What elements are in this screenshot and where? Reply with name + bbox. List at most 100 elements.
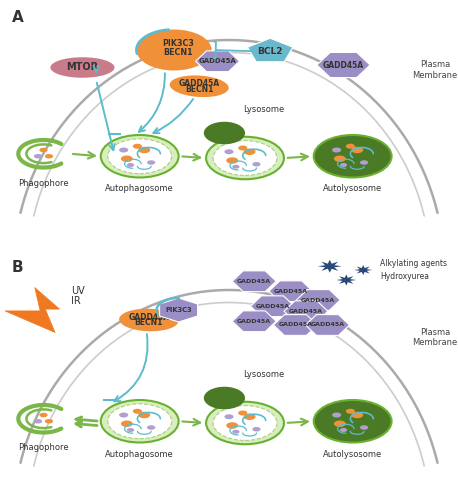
Text: GADD45A: GADD45A — [311, 322, 344, 328]
Text: GADD45A: GADD45A — [323, 60, 364, 70]
Circle shape — [147, 425, 155, 430]
Circle shape — [121, 420, 133, 427]
Circle shape — [133, 144, 142, 149]
Circle shape — [238, 146, 247, 150]
Circle shape — [136, 30, 212, 70]
Text: BECN1: BECN1 — [185, 84, 213, 94]
Text: Autophagosome: Autophagosome — [105, 184, 174, 193]
Circle shape — [133, 409, 142, 414]
Polygon shape — [269, 281, 313, 301]
Text: Autolysosome: Autolysosome — [323, 184, 382, 193]
Polygon shape — [317, 52, 370, 78]
Circle shape — [226, 422, 238, 428]
Text: GADD45A: GADD45A — [278, 322, 312, 328]
Circle shape — [334, 156, 346, 162]
Circle shape — [206, 402, 284, 444]
Text: Lysosome: Lysosome — [243, 370, 284, 379]
Text: PIK3C3: PIK3C3 — [165, 307, 192, 313]
Text: GADD45A: GADD45A — [289, 308, 323, 314]
Circle shape — [147, 160, 155, 165]
Text: Plasma
Membrane: Plasma Membrane — [413, 328, 458, 347]
Text: BECN1: BECN1 — [163, 48, 192, 57]
Circle shape — [340, 163, 347, 167]
Circle shape — [39, 148, 48, 152]
Circle shape — [360, 425, 368, 430]
Text: BECN1: BECN1 — [135, 318, 163, 327]
Circle shape — [244, 414, 256, 420]
Circle shape — [119, 148, 128, 152]
Text: PIK3C3: PIK3C3 — [162, 38, 194, 48]
Circle shape — [340, 428, 347, 432]
Circle shape — [351, 147, 363, 153]
Text: GADD45A: GADD45A — [237, 319, 271, 324]
Text: GADD45A: GADD45A — [179, 79, 220, 88]
Circle shape — [314, 400, 392, 442]
Ellipse shape — [204, 387, 245, 409]
Circle shape — [346, 409, 355, 414]
Text: Lysosome: Lysosome — [243, 106, 284, 114]
Circle shape — [252, 162, 261, 166]
Circle shape — [213, 406, 277, 440]
Polygon shape — [196, 51, 240, 72]
Circle shape — [138, 147, 150, 153]
Text: GADD45A: GADD45A — [128, 313, 169, 322]
Circle shape — [346, 144, 355, 149]
Circle shape — [226, 157, 238, 164]
Ellipse shape — [204, 122, 245, 144]
Polygon shape — [5, 288, 60, 333]
Circle shape — [351, 412, 363, 418]
Circle shape — [101, 400, 179, 442]
Polygon shape — [248, 38, 293, 62]
Polygon shape — [305, 314, 349, 336]
Circle shape — [232, 165, 240, 169]
Polygon shape — [284, 301, 328, 322]
Circle shape — [34, 154, 42, 158]
Text: GADD45A: GADD45A — [256, 304, 289, 308]
Text: Autolysosome: Autolysosome — [323, 450, 382, 459]
Text: GADD45A: GADD45A — [199, 58, 236, 64]
Text: BCL2: BCL2 — [257, 47, 283, 56]
Circle shape — [224, 414, 234, 419]
Polygon shape — [251, 296, 294, 316]
Circle shape — [121, 156, 133, 162]
Circle shape — [34, 419, 42, 424]
Text: B: B — [11, 260, 23, 275]
Text: A: A — [11, 10, 23, 25]
Circle shape — [45, 419, 53, 424]
Polygon shape — [318, 260, 342, 273]
Circle shape — [119, 412, 128, 418]
Polygon shape — [354, 265, 372, 275]
Circle shape — [314, 135, 392, 178]
Circle shape — [332, 148, 341, 152]
Circle shape — [244, 148, 256, 155]
Circle shape — [39, 413, 48, 417]
Circle shape — [252, 427, 261, 432]
Circle shape — [138, 412, 150, 418]
Circle shape — [127, 163, 134, 167]
Text: Autophagosome: Autophagosome — [105, 450, 174, 459]
Text: MTOR: MTOR — [66, 62, 98, 72]
Polygon shape — [232, 311, 276, 332]
Text: Phagophore: Phagophore — [18, 179, 69, 188]
Text: IR: IR — [71, 296, 81, 306]
Circle shape — [360, 160, 368, 165]
Text: GADD45A: GADD45A — [301, 298, 335, 302]
Text: Plasma
Membrane: Plasma Membrane — [413, 60, 458, 80]
Polygon shape — [296, 290, 340, 310]
Polygon shape — [159, 298, 198, 322]
Circle shape — [108, 404, 172, 438]
Circle shape — [108, 139, 172, 173]
Circle shape — [332, 412, 341, 418]
Circle shape — [232, 430, 240, 434]
Polygon shape — [273, 314, 317, 336]
Ellipse shape — [170, 76, 229, 97]
Text: Hydroxyurea: Hydroxyurea — [380, 272, 429, 281]
Polygon shape — [232, 271, 276, 291]
Circle shape — [45, 154, 53, 158]
Text: Alkylating agents: Alkylating agents — [380, 259, 447, 268]
Circle shape — [127, 428, 134, 432]
Circle shape — [334, 420, 346, 427]
Circle shape — [101, 135, 179, 178]
Ellipse shape — [119, 308, 179, 332]
Circle shape — [224, 149, 234, 154]
